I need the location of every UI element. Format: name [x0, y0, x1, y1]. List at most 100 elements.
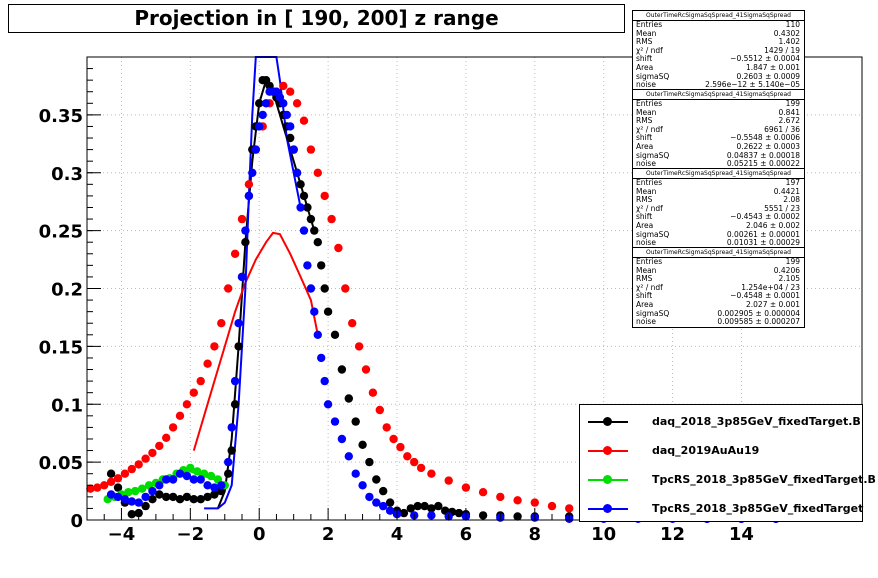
stats-value: 0.4302: [773, 28, 800, 38]
data-point: [444, 476, 453, 485]
data-point: [368, 388, 378, 397]
data-point: [93, 483, 102, 492]
data-point: [385, 506, 395, 515]
stats-row: sigmaSQ 0.00261 ± 0.00001: [633, 229, 804, 240]
data-point: [410, 457, 419, 467]
stats-key: Mean: [636, 265, 657, 275]
stats-row: sigmaSQ 0.2603 ± 0.0009: [633, 71, 804, 82]
stats-key: sigmaSQ: [636, 71, 670, 81]
x-tick-label: −4: [108, 524, 136, 545]
data-point: [372, 475, 381, 484]
data-point: [113, 483, 123, 492]
stats-key: Area: [636, 62, 654, 72]
x-tick-label: 4: [391, 524, 404, 545]
y-tick-label: 0.3: [51, 164, 83, 185]
x-tick-label: 6: [460, 524, 473, 545]
data-point: [227, 446, 236, 455]
data-point: [289, 145, 298, 154]
y-tick-label: 0.2: [51, 280, 83, 301]
stats-row: RMS 2.08: [633, 196, 804, 205]
data-point: [317, 261, 326, 270]
stats-key: Mean: [636, 28, 657, 38]
data-point: [406, 504, 415, 513]
x-tick-label: 14: [729, 524, 754, 545]
data-point: [217, 319, 226, 328]
data-point: [255, 122, 264, 131]
data-point: [148, 448, 157, 458]
data-point: [403, 452, 412, 461]
data-point: [141, 501, 150, 511]
stats-key: Entries: [636, 178, 663, 187]
stats-row: Mean 0.4206: [633, 265, 804, 276]
data-point: [127, 510, 136, 519]
legend-label: TpcRS_2018_3p85GeV_fixedTarget: [652, 502, 864, 515]
legend-marker: [603, 417, 612, 426]
data-point: [306, 214, 316, 224]
y-tick-label: 0.05: [39, 453, 83, 474]
stats-row: sigmaSQ 0.002905 ± 0.000004: [633, 309, 804, 319]
stats-row: Area 1.847 ± 0.001: [633, 62, 804, 73]
data-point: [86, 484, 95, 493]
data-point: [155, 490, 164, 499]
data-point: [241, 238, 250, 247]
data-point: [162, 492, 171, 502]
data-point: [323, 307, 333, 316]
stats-row: sigmaSQ 0.04837 ± 0.00018: [633, 151, 804, 161]
stats-key: χ² / ndf: [636, 282, 663, 292]
stats-value: 0.2622 ± 0.0003: [736, 141, 800, 151]
data-point: [313, 168, 322, 177]
stats-row: Mean 0.4421: [633, 186, 804, 197]
data-point: [565, 504, 574, 513]
stats-row: noise 2.596e−12 ± 5.140e−05: [633, 81, 804, 90]
data-point: [175, 411, 185, 420]
data-point: [354, 342, 364, 351]
stats-value: −0.5512 ± 0.0004: [730, 54, 800, 64]
stats-row: shift −0.4548 ± 0.0001: [633, 292, 804, 301]
data-point: [292, 99, 302, 108]
data-point: [286, 122, 295, 131]
data-point: [237, 272, 247, 282]
data-point: [382, 423, 391, 432]
stats-key: Mean: [636, 186, 657, 196]
stats-key: RMS: [636, 274, 653, 284]
x-tick-label: 10: [591, 524, 616, 545]
data-point: [303, 261, 312, 270]
data-point: [120, 495, 130, 504]
data-point: [189, 475, 198, 484]
stats-value: 0.2603 ± 0.0009: [736, 71, 800, 81]
legend-entry: TpcRS_2018_3p85GeV_fixedTarget.B: [580, 465, 876, 494]
data-point: [454, 508, 464, 518]
data-point: [282, 110, 291, 120]
data-point: [196, 475, 205, 484]
stats-key: Entries: [636, 20, 663, 29]
data-point: [320, 284, 329, 293]
stats-value: 6961 / 36: [764, 124, 800, 134]
stats-value: 0.4421: [773, 186, 800, 196]
data-point: [310, 307, 319, 316]
data-point: [496, 492, 505, 502]
data-point: [323, 400, 333, 409]
data-point: [182, 471, 192, 481]
stats-key: noise: [636, 317, 656, 327]
x-tick-label: 0: [253, 524, 266, 545]
stats-key: shift: [636, 212, 653, 222]
stats-value: 0.00261 ± 0.00001: [726, 229, 800, 239]
x-tick-label: 2: [322, 524, 335, 545]
data-point: [313, 238, 322, 247]
data-point: [296, 203, 305, 212]
data-point: [513, 496, 522, 505]
stats-row: Area 0.2622 ± 0.0003: [633, 141, 804, 152]
stats-key: RMS: [636, 37, 653, 47]
data-point: [162, 475, 171, 484]
data-point: [292, 168, 302, 177]
fit-curve: [216, 77, 316, 509]
data-point: [286, 87, 295, 96]
stats-value: 2.08: [783, 195, 800, 205]
data-point: [351, 469, 360, 478]
data-point: [348, 319, 357, 328]
data-point: [106, 477, 116, 486]
y-tick-label: 0.25: [39, 222, 83, 243]
data-point: [189, 388, 198, 397]
stats-value: 110: [785, 20, 800, 29]
data-point: [396, 442, 405, 452]
